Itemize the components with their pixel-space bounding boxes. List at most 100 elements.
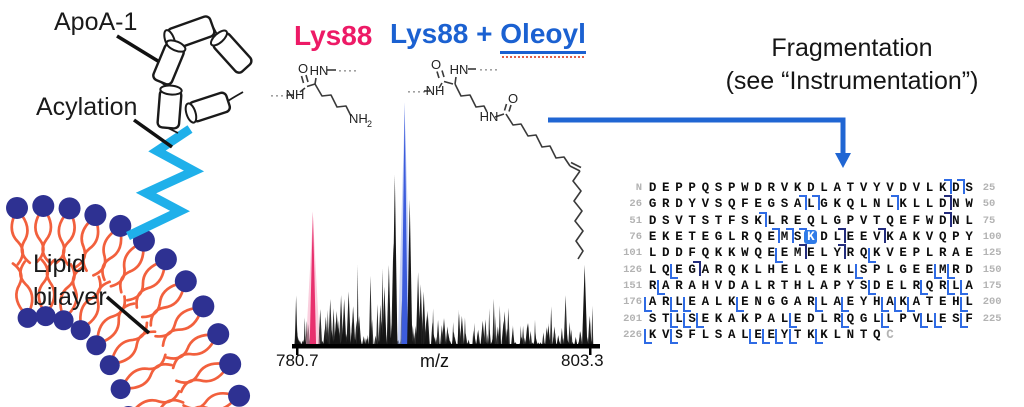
residue: Q bbox=[701, 246, 710, 261]
fragment-marker-nterm bbox=[943, 195, 952, 211]
residue: V bbox=[714, 278, 723, 293]
fragment-marker-cterm bbox=[867, 247, 876, 263]
residue: P bbox=[688, 181, 696, 196]
residue: V bbox=[662, 327, 670, 342]
fragment-marker-cterm bbox=[841, 296, 850, 312]
residue: L bbox=[912, 197, 921, 212]
residue: Q bbox=[807, 213, 815, 228]
residue: D bbox=[807, 181, 815, 196]
residue: L bbox=[820, 181, 828, 196]
axis-mz-label: m/z bbox=[420, 351, 449, 371]
residue: K bbox=[936, 179, 952, 195]
fragment-marker-nterm bbox=[798, 244, 807, 260]
residue: Y bbox=[965, 230, 973, 245]
residue: L bbox=[880, 312, 896, 329]
fragment-marker-cterm bbox=[696, 313, 705, 329]
residue: K bbox=[833, 197, 841, 212]
lys88-oleoyl-title: Lys88 + Oleoyl bbox=[390, 18, 586, 58]
residue-number-right: 50 bbox=[982, 198, 996, 211]
fragment-marker-cterm bbox=[775, 247, 784, 263]
backbone-dots: ···· bbox=[479, 62, 499, 76]
residue: Q bbox=[662, 262, 670, 277]
residue: L bbox=[820, 213, 828, 228]
residue: Q bbox=[701, 181, 710, 196]
residue: K bbox=[894, 295, 910, 312]
residue: L bbox=[946, 279, 962, 296]
residue-number-left: 26 bbox=[629, 198, 642, 211]
fragment-marker-cterm bbox=[749, 329, 757, 345]
residue: L bbox=[780, 311, 789, 326]
residue: D bbox=[936, 211, 952, 228]
residue: E bbox=[807, 246, 815, 261]
residue: K bbox=[714, 246, 723, 261]
residue: A bbox=[727, 327, 736, 342]
amine-nh2-label: NH bbox=[349, 111, 368, 126]
residue: D bbox=[936, 195, 952, 211]
residue-number-left: 76 bbox=[629, 231, 642, 244]
residue: P bbox=[952, 230, 960, 245]
residue: T bbox=[688, 230, 696, 245]
axis-tick-right bbox=[589, 348, 592, 355]
residue: A bbox=[767, 311, 776, 326]
residue: D bbox=[727, 278, 736, 293]
residue: R bbox=[767, 278, 776, 293]
residue: K bbox=[886, 230, 894, 245]
residue: A bbox=[741, 278, 749, 293]
fragment-marker-cterm bbox=[960, 313, 968, 329]
sequence-row: 151 R A R A H V D A L R T H L A P Y S D E L R Q R L A 175 bbox=[615, 278, 1013, 296]
residue: N bbox=[846, 327, 855, 342]
residue: Q bbox=[754, 230, 762, 245]
residue: Q bbox=[807, 262, 815, 277]
apoa1-label: ApoA-1 bbox=[54, 8, 138, 36]
residue: L bbox=[859, 197, 868, 212]
residue: E bbox=[820, 262, 828, 277]
oleoyl-underlined: Oleoyl bbox=[500, 18, 586, 58]
carbonyl-o-label: O bbox=[431, 57, 441, 72]
residue: G bbox=[859, 311, 868, 326]
residue: E bbox=[846, 230, 855, 245]
residue: H bbox=[873, 295, 881, 310]
residue: V bbox=[675, 213, 683, 228]
residue-number-right: 225 bbox=[982, 312, 1002, 325]
fragment-marker-cterm bbox=[933, 313, 942, 329]
residue: D bbox=[754, 181, 762, 196]
fragment-marker-nterm bbox=[798, 195, 807, 211]
acyl-chain-zigzag bbox=[126, 125, 205, 241]
residue: N bbox=[873, 197, 881, 212]
residue: L bbox=[648, 262, 657, 277]
residue: N bbox=[952, 213, 960, 228]
fragment-marker-cterm bbox=[669, 296, 678, 312]
residue: V bbox=[912, 311, 921, 326]
residue: F bbox=[688, 327, 696, 342]
residue: V bbox=[870, 228, 886, 244]
residue: E bbox=[696, 312, 712, 329]
residue: E bbox=[899, 246, 907, 261]
residue: M bbox=[791, 244, 807, 260]
residue: K bbox=[793, 181, 802, 196]
fragment-marker-cterm bbox=[933, 264, 942, 280]
lipid-bilayer-illustration bbox=[6, 195, 251, 407]
residue-highlighted-K88: K bbox=[804, 230, 818, 245]
residue: Y bbox=[846, 278, 855, 293]
helix-cylinder bbox=[209, 29, 253, 74]
residue: E bbox=[938, 295, 947, 310]
residue: S bbox=[780, 197, 789, 212]
residue-number-right: 100 bbox=[982, 231, 1002, 244]
residue: Q bbox=[859, 246, 868, 261]
residue: E bbox=[669, 263, 685, 280]
residue: K bbox=[714, 311, 723, 326]
residue: K bbox=[833, 262, 841, 277]
residue: H bbox=[952, 295, 960, 310]
residue-number-left: 201 bbox=[623, 312, 642, 325]
residue-number-right: 75 bbox=[982, 214, 996, 227]
residue: L bbox=[883, 195, 900, 211]
fragment-marker-cterm bbox=[907, 296, 916, 312]
residue: K bbox=[752, 211, 768, 228]
backbone-hn-label: HN bbox=[450, 62, 469, 77]
lys88-title: Lys88 bbox=[294, 20, 373, 51]
residue: S bbox=[741, 213, 749, 228]
residue: Q bbox=[873, 327, 881, 342]
backbone-dots: ···· bbox=[270, 88, 290, 102]
acylation-label: Acylation bbox=[36, 93, 138, 121]
